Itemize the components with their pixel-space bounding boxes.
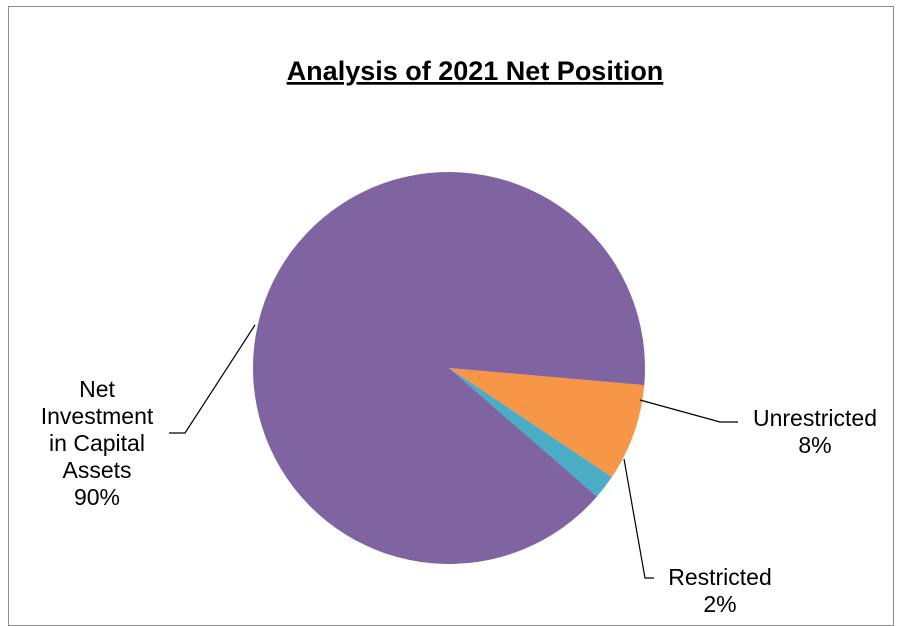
- chart-title: Analysis of 2021 Net Position: [287, 56, 664, 86]
- slice-label-line: Restricted: [668, 564, 772, 590]
- slice-label: Restricted 2%: [668, 564, 772, 617]
- slice-label: Net Investment in Capital Assets 90%: [41, 376, 154, 510]
- slice-labels: Unrestricted 8% Restricted 2% Net Investment i…: [41, 376, 877, 617]
- slice-label-line: Net: [79, 376, 115, 402]
- leader-line: [169, 324, 256, 434]
- pie-slices: [252, 172, 645, 565]
- slice-label-line: 8%: [798, 432, 831, 458]
- slice-label-line: Investment: [41, 403, 154, 429]
- slice-label-line: Unrestricted: [753, 405, 877, 431]
- slice-label-line: in Capital: [49, 430, 145, 456]
- slice-label: Unrestricted 8%: [753, 405, 877, 458]
- slice-label-line: 90%: [74, 484, 120, 510]
- leader-line: [639, 399, 738, 423]
- pie-slice-net-investment-in-capital-assets: [252, 172, 645, 565]
- slice-label-line: 2%: [703, 591, 736, 617]
- pie-slice-restricted: [449, 368, 612, 497]
- leader-line: [623, 458, 654, 579]
- leader-lines: [169, 324, 738, 579]
- pie-slice-unrestricted: [449, 368, 645, 478]
- slice-label-line: Assets: [62, 457, 131, 483]
